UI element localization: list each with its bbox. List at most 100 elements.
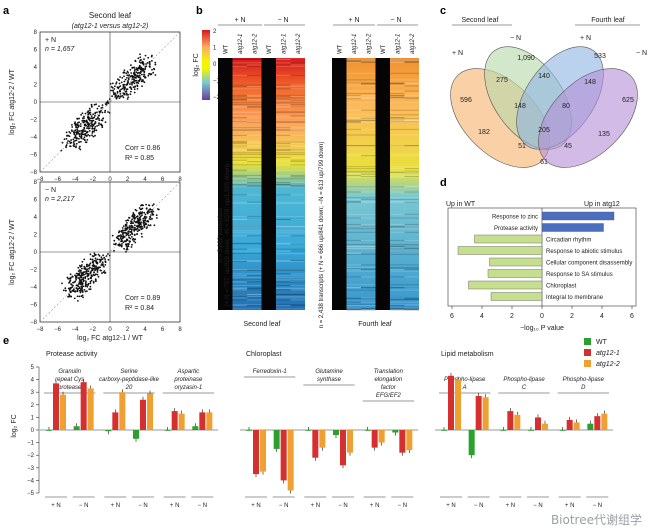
scatter-point	[120, 244, 122, 247]
scatter-point	[129, 240, 132, 243]
scatter-point	[140, 232, 143, 235]
heatmap-row-texture	[404, 213, 419, 215]
heatmap-row-texture	[232, 111, 247, 113]
scatter-point	[121, 229, 124, 232]
heatmap-row-texture	[247, 59, 262, 60]
heatmap-row-texture	[276, 97, 291, 99]
scatter-point	[87, 127, 90, 130]
scatter-point	[136, 85, 139, 88]
heatmap-row-texture	[346, 231, 361, 233]
heatmap-row-texture	[361, 186, 376, 188]
heatmap-row-texture	[404, 145, 419, 147]
scatter-point	[101, 263, 103, 265]
scatter-point	[82, 133, 85, 136]
heatmap-row-texture	[232, 289, 247, 291]
heatmap-row-texture	[404, 82, 419, 84]
scatter-point	[131, 78, 134, 80]
heatmap-row-texture	[247, 84, 262, 86]
bar-atg12-1	[507, 411, 514, 430]
scatter-point	[80, 287, 83, 290]
scatter-point	[84, 276, 87, 278]
heatmap-row-texture	[361, 102, 376, 104]
scatter-point	[141, 60, 144, 63]
scatter-point	[124, 243, 127, 246]
scatter-point	[86, 127, 88, 129]
heatmap-row-texture	[290, 276, 305, 278]
bar-cond-label: + N	[170, 503, 180, 509]
heatmap-row-texture	[346, 297, 361, 299]
heatmap-row-texture	[247, 65, 262, 67]
scatter-point	[68, 288, 71, 291]
scatter-top-corr: Corr = 0.86	[125, 145, 160, 152]
scatter-point	[131, 83, 133, 86]
scatter-point	[127, 230, 130, 233]
scatter-top-points	[60, 53, 157, 152]
scatter-point	[84, 133, 86, 136]
scatter-point	[95, 260, 97, 263]
heatmap-row-texture	[276, 134, 291, 136]
scatter-point	[88, 267, 90, 270]
heatmap-row-texture	[276, 215, 291, 217]
heatmap-row-texture	[361, 267, 376, 268]
heatmap-row-texture	[361, 264, 376, 266]
scatter-point	[133, 220, 136, 222]
scatter-point	[94, 112, 97, 115]
scatter-point	[135, 228, 138, 231]
scatter-point	[150, 214, 152, 216]
heatmap-row-texture	[247, 280, 262, 282]
heatmap-right-plusN: + N	[348, 17, 359, 24]
bar-gene-name: Glutamine	[315, 369, 343, 375]
heatmap-row-texture	[346, 264, 361, 266]
scatter-point	[143, 71, 146, 74]
heatmap-row-texture	[290, 194, 305, 196]
heatmap-row-texture	[390, 61, 405, 63]
heatmap-row-texture	[247, 169, 262, 171]
heatmap-row-texture	[361, 59, 376, 61]
scatter-point	[105, 101, 108, 104]
heatmap-row-texture	[276, 84, 291, 86]
heatmap-row-texture	[346, 176, 361, 178]
heatmap-row-texture	[247, 202, 262, 204]
scatter-point	[88, 112, 91, 115]
heatmap-row-texture	[361, 305, 376, 307]
heatmap-row-texture	[276, 184, 291, 185]
heatmap-row-texture	[361, 231, 376, 233]
heatmap-row-texture	[390, 79, 405, 81]
bar-WT	[73, 426, 80, 430]
scatter-point	[104, 264, 107, 266]
scatter-point	[126, 248, 129, 251]
heatmap-row-texture	[404, 177, 419, 178]
heatmap-row-texture	[346, 145, 361, 147]
scatter-point	[90, 279, 93, 282]
scatter-point	[121, 95, 124, 97]
heatmap-row-texture	[276, 280, 291, 282]
scatter-point	[142, 80, 144, 83]
scatter-xtick: 0	[108, 327, 112, 333]
scatter-point	[139, 68, 142, 71]
heatmap-row-texture	[232, 94, 247, 96]
venn-count: 1,090	[517, 55, 535, 62]
heatmap-row-texture	[404, 171, 419, 173]
scatter-point	[90, 270, 93, 272]
scatter-point	[118, 230, 121, 233]
scatter-point	[103, 256, 106, 259]
scatter-point	[87, 284, 90, 286]
heatmap-row-texture	[232, 269, 247, 271]
heatmap-row-texture	[390, 231, 405, 233]
heatmap-row-texture	[404, 83, 419, 85]
heatmap-row-texture	[290, 98, 305, 100]
scatter-point	[98, 119, 101, 122]
heatmap-row-texture	[346, 62, 361, 63]
heatmap-row-texture	[276, 149, 291, 151]
scatter-point	[140, 59, 143, 61]
scatter-point	[144, 213, 147, 216]
scatter-point	[113, 88, 116, 90]
heatmap-row-texture	[390, 252, 405, 254]
bar-ytick: 2	[31, 403, 35, 409]
heatmap-row-texture	[390, 121, 405, 123]
enrichment-xtick: 2	[510, 313, 514, 320]
watermark: Biotree代谢组学	[550, 513, 642, 527]
